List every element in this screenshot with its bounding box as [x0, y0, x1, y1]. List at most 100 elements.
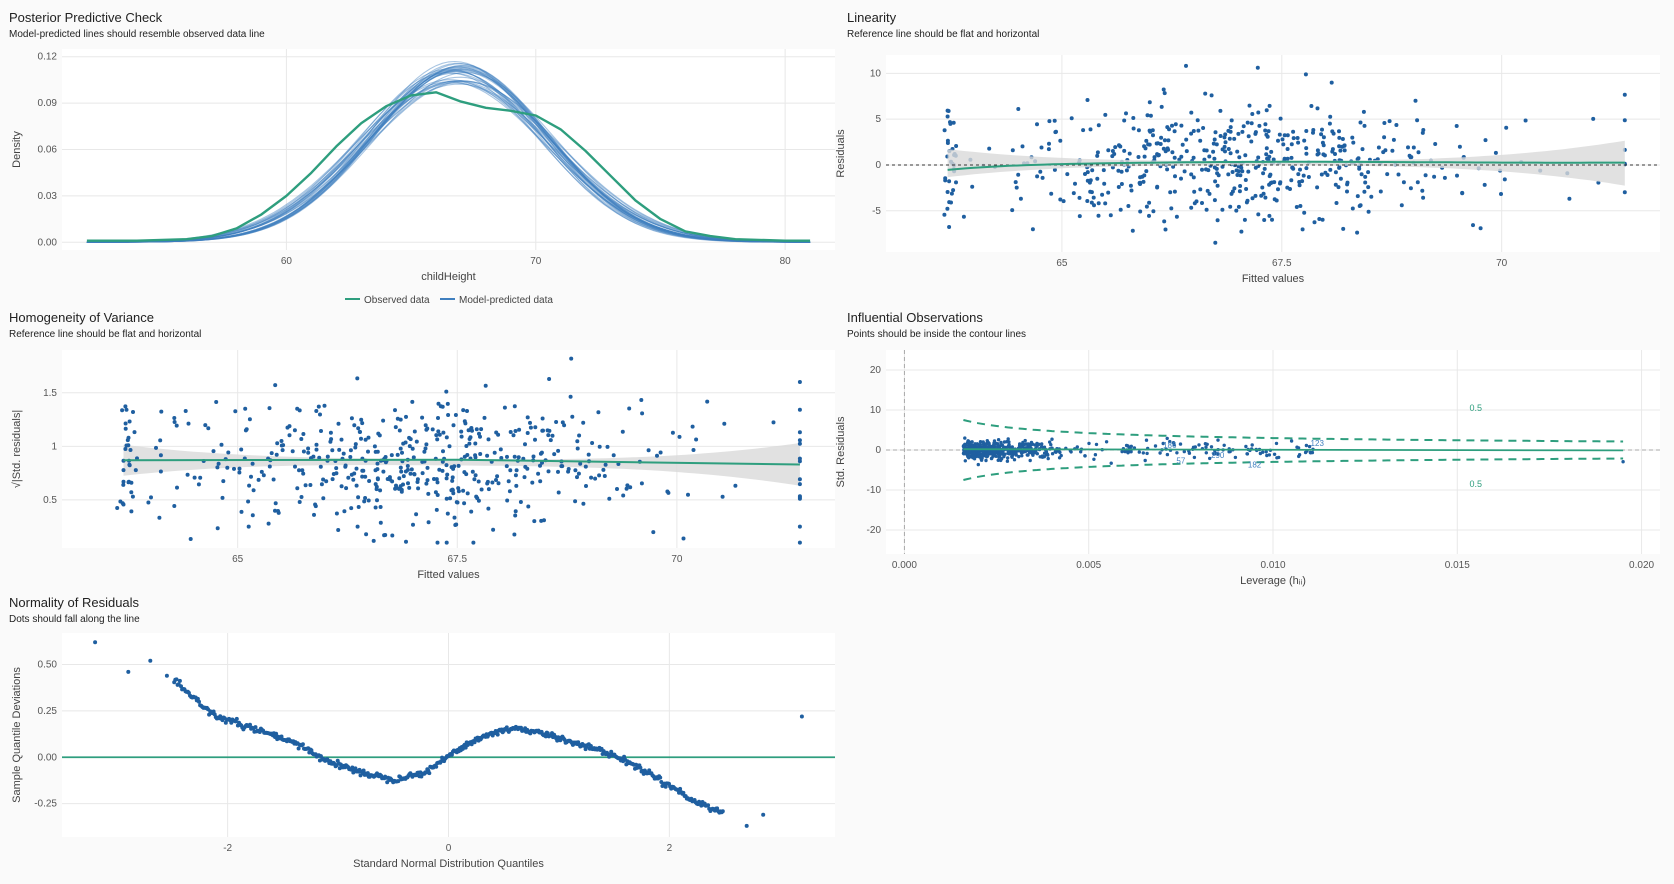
linearity-confidence-band	[947, 140, 1625, 186]
homog-point	[247, 417, 252, 422]
homog-point	[525, 431, 530, 435]
homog-point	[337, 447, 342, 452]
ppc-y-tick-label: 0.00	[38, 237, 58, 248]
linearity-point	[1198, 187, 1203, 192]
influence-point	[996, 458, 1000, 462]
homog-point	[568, 394, 573, 399]
linearity-point	[1315, 106, 1320, 111]
homog-point	[453, 413, 458, 417]
homog-point	[597, 444, 602, 449]
linearity-point	[1381, 150, 1386, 155]
homog-point	[502, 405, 507, 410]
linearity-point	[1191, 129, 1196, 133]
homog-point	[435, 480, 440, 485]
ppc-y-tick-label: 0.12	[38, 52, 58, 63]
homog-point	[353, 442, 358, 447]
linearity-point	[1173, 122, 1178, 127]
influence-point	[1006, 456, 1010, 460]
influence-point	[1244, 444, 1248, 449]
homog-point	[522, 475, 527, 480]
homog-point	[472, 477, 477, 482]
linearity-point	[1169, 206, 1174, 211]
homog-point	[589, 475, 594, 480]
linearity-point	[1493, 150, 1498, 155]
linearity-point	[1147, 100, 1152, 105]
linearity-point	[1131, 126, 1136, 131]
ppc-x-axis-label: childHeight	[421, 271, 475, 283]
linearity-point	[1622, 118, 1627, 123]
linearity-point	[1394, 123, 1399, 127]
influence-point	[1006, 437, 1010, 441]
homog-point	[513, 473, 518, 478]
influence-point	[1002, 440, 1007, 444]
homog-point	[496, 481, 501, 486]
linearity-point	[1256, 212, 1261, 217]
homog-point	[313, 502, 318, 507]
homog-point	[393, 408, 397, 413]
linearity-point	[1345, 180, 1350, 185]
homog-point	[434, 507, 439, 512]
linearity-point	[1073, 181, 1077, 186]
homog-point	[321, 477, 326, 482]
linearity-point	[1264, 108, 1269, 113]
linearity-point	[1265, 156, 1270, 161]
homog-point	[478, 452, 483, 456]
homog-point	[301, 471, 306, 476]
linearity-point	[1457, 144, 1462, 149]
linearity-point	[1088, 127, 1093, 132]
homog-point	[367, 479, 372, 483]
normality-point	[434, 764, 439, 769]
ppc-predicted-line	[86, 70, 811, 243]
homog-point	[363, 496, 368, 500]
homog-point	[395, 416, 400, 421]
influence-x-tick-label: 0.020	[1629, 560, 1654, 571]
linearity-point	[954, 144, 959, 148]
homog-point	[175, 485, 179, 490]
homog-point	[444, 389, 449, 394]
homog-point	[375, 498, 379, 503]
influence-y-axis-label: Std. Residuals	[835, 416, 847, 487]
normality-point	[274, 731, 279, 736]
linearity-point	[1237, 155, 1242, 160]
linearity-point	[1212, 156, 1217, 161]
homog-point	[406, 481, 410, 486]
influence-point	[1192, 455, 1197, 460]
linearity-point	[1189, 110, 1194, 115]
linearity-point	[1047, 119, 1052, 124]
linearity-point	[947, 179, 952, 184]
linearity-point	[961, 214, 966, 219]
homog-point	[376, 431, 381, 436]
linearity-point	[1241, 124, 1246, 129]
homog-point	[465, 491, 470, 496]
linearity-point	[1300, 227, 1305, 232]
ppc-subtitle: Model-predicted lines should resemble ob…	[9, 29, 265, 40]
linearity-point	[1047, 141, 1051, 146]
linearity-point	[1170, 150, 1175, 155]
linearity-point	[1238, 184, 1243, 188]
influence-point	[1272, 452, 1277, 456]
linearity-point	[1215, 183, 1220, 188]
linearity-point	[1320, 140, 1325, 145]
homog-point	[420, 471, 425, 476]
linearity-point	[1455, 173, 1459, 178]
influence-point	[1023, 438, 1027, 443]
homog-point	[157, 515, 162, 520]
linearity-point	[1130, 228, 1135, 233]
homog-point	[569, 356, 574, 361]
linearity-point	[1103, 112, 1108, 117]
influence-point	[1258, 451, 1263, 456]
homog-point	[318, 464, 323, 469]
homog-point	[436, 401, 441, 406]
linearity-point	[1150, 128, 1155, 133]
influence-point	[1143, 458, 1147, 463]
linearity-point	[1196, 128, 1201, 133]
linearity-point	[1144, 204, 1149, 209]
homog-point	[513, 429, 518, 433]
homog-point	[526, 504, 531, 509]
homog-smooth-line	[123, 458, 800, 466]
homog-point	[573, 468, 578, 473]
homog-point	[566, 467, 571, 471]
homog-point	[322, 403, 327, 408]
influence-point-label: 123	[1311, 439, 1325, 448]
linearity-point	[1358, 120, 1363, 125]
